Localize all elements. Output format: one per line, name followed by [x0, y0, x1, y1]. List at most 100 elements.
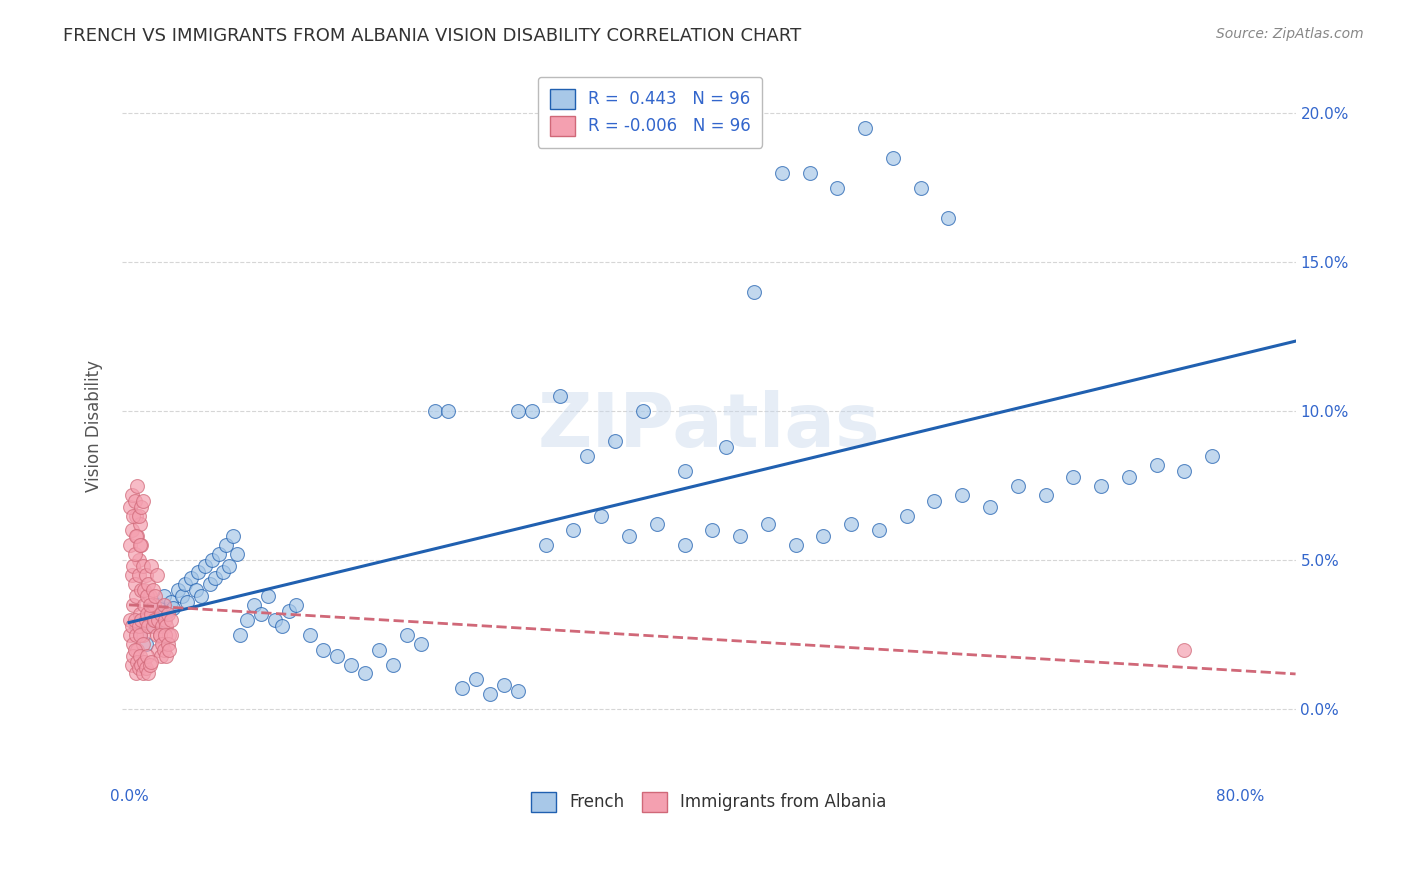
Point — [756, 517, 779, 532]
Point — [153, 613, 176, 627]
Point — [250, 607, 273, 621]
Point — [520, 404, 543, 418]
Point — [194, 559, 217, 574]
Point — [184, 582, 207, 597]
Point — [950, 488, 973, 502]
Point — [277, 604, 299, 618]
Point — [152, 589, 174, 603]
Point — [562, 524, 585, 538]
Point — [166, 582, 188, 597]
Point — [155, 648, 177, 663]
Point — [127, 479, 149, 493]
Point — [673, 538, 696, 552]
Y-axis label: Vision Disability: Vision Disability — [86, 360, 103, 492]
Point — [135, 660, 157, 674]
Point — [506, 684, 529, 698]
Point — [423, 404, 446, 418]
Point — [702, 524, 724, 538]
Point — [1118, 470, 1140, 484]
Point — [139, 589, 162, 603]
Point — [128, 660, 150, 674]
Point — [839, 517, 862, 532]
Point — [145, 589, 167, 603]
Point — [138, 619, 160, 633]
Point — [785, 538, 807, 552]
Point — [120, 628, 142, 642]
Point — [190, 589, 212, 603]
Point — [125, 666, 148, 681]
Point — [284, 598, 307, 612]
Point — [132, 493, 155, 508]
Point — [156, 637, 179, 651]
Point — [157, 642, 180, 657]
Point — [146, 613, 169, 627]
Point — [576, 449, 599, 463]
Point — [236, 613, 259, 627]
Point — [124, 547, 146, 561]
Point — [122, 598, 145, 612]
Point — [882, 151, 904, 165]
Point — [159, 628, 181, 642]
Point — [122, 648, 145, 663]
Point — [149, 607, 172, 621]
Point — [896, 508, 918, 523]
Point — [124, 577, 146, 591]
Point — [1201, 449, 1223, 463]
Point — [143, 613, 166, 627]
Point — [121, 568, 143, 582]
Point — [226, 547, 249, 561]
Point — [120, 613, 142, 627]
Point — [128, 508, 150, 523]
Point — [813, 529, 835, 543]
Point — [125, 508, 148, 523]
Point — [122, 559, 145, 574]
Point — [853, 121, 876, 136]
Point — [131, 500, 153, 514]
Point — [534, 538, 557, 552]
Point — [1062, 470, 1084, 484]
Point — [156, 607, 179, 621]
Point — [128, 553, 150, 567]
Point — [148, 628, 170, 642]
Point — [156, 604, 179, 618]
Point — [143, 619, 166, 633]
Point — [121, 488, 143, 502]
Point — [153, 628, 176, 642]
Point — [770, 166, 793, 180]
Point — [162, 601, 184, 615]
Point — [132, 666, 155, 681]
Point — [121, 619, 143, 633]
Point — [340, 657, 363, 672]
Point — [548, 389, 571, 403]
Point — [131, 538, 153, 552]
Point — [150, 637, 173, 651]
Point — [591, 508, 613, 523]
Point — [263, 613, 285, 627]
Point — [1146, 458, 1168, 472]
Point — [155, 619, 177, 633]
Point — [142, 619, 165, 633]
Point — [135, 613, 157, 627]
Point — [198, 577, 221, 591]
Point — [146, 568, 169, 582]
Point — [395, 628, 418, 642]
Point — [479, 687, 502, 701]
Point — [617, 529, 640, 543]
Point — [437, 404, 460, 418]
Point — [124, 613, 146, 627]
Point — [136, 589, 159, 603]
Point — [121, 657, 143, 672]
Point — [128, 568, 150, 582]
Point — [125, 529, 148, 543]
Point — [742, 285, 765, 299]
Point — [121, 524, 143, 538]
Point — [152, 598, 174, 612]
Point — [1173, 464, 1195, 478]
Point — [142, 582, 165, 597]
Point — [204, 571, 226, 585]
Point — [129, 517, 152, 532]
Point — [257, 589, 280, 603]
Point — [673, 464, 696, 478]
Point — [127, 655, 149, 669]
Point — [180, 571, 202, 585]
